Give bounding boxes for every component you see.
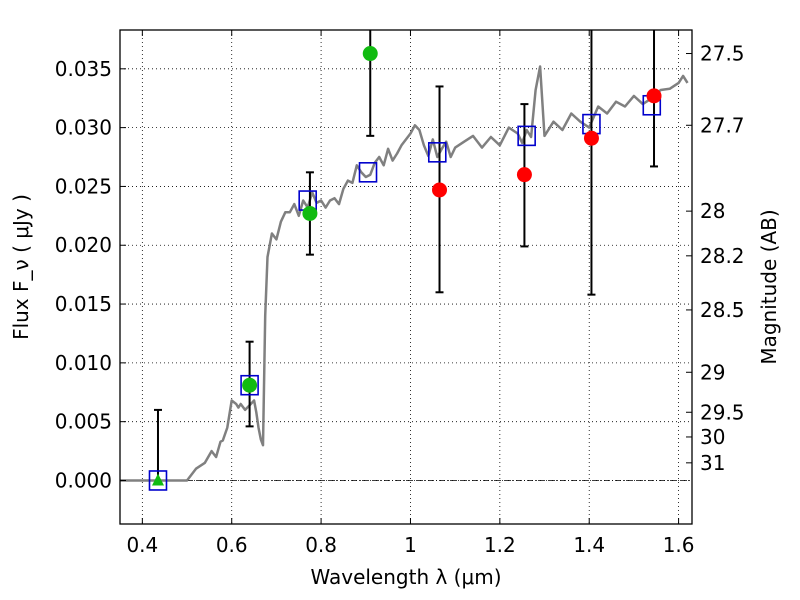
right-tick-label: 30 [700,425,725,449]
right-tick-label: 28.5 [700,298,745,322]
model-box [148,470,168,491]
green-data-point [302,205,318,221]
right-tick-label: 28.2 [700,244,745,268]
y-axis-label: Flux F_ν ( μJy ) [9,194,33,340]
red-data-point [646,88,662,104]
x-axis-label: Wavelength λ (μm) [310,565,501,589]
right-tick-label: 31 [700,451,725,475]
right-tick-label: 27.5 [700,42,745,66]
y-tick-label: 0.010 [55,351,112,375]
red-data-point [516,167,532,183]
grid [120,30,692,524]
right-tick-label: 29 [700,360,725,384]
data-point-triangle [151,473,164,486]
x-tick-label: 1.2 [484,533,516,557]
model-box [240,374,259,396]
right-tick-label: 27.7 [700,113,745,137]
right-y-axis-label: Magnitude (AB) [757,209,781,364]
model-spectrum-line [120,65,689,482]
model-box [517,125,536,147]
model-box [427,142,447,163]
x-tick-label: 1 [404,533,417,557]
right-tick-label: 28 [700,199,725,223]
y-tick-label: 0.020 [55,233,112,257]
green-data-point [242,377,258,393]
right-tick-label: 29.5 [700,400,745,424]
plot-frame [119,29,693,525]
red-data-point [432,182,448,198]
x-tick-label: 1.6 [663,533,695,557]
y-tick-label: 0.025 [55,174,112,198]
x-tick-label: 0.6 [216,533,248,557]
y-tick-label: 0.000 [55,468,112,492]
model-box [358,162,378,183]
y-tick-label: 0.035 [55,57,112,81]
y-tick-label: 0.015 [55,292,112,316]
red-data-point [583,130,599,146]
green-data-point [362,46,378,62]
plot-area [120,30,692,491]
axis-ticks: 0.4 0.6 0.8 1 1.2 1.4 1.6 0.000 0.005 0.010 0.015 0… [55,30,745,557]
x-tick-label: 0.8 [305,533,337,557]
x-tick-label: 0.4 [126,533,158,557]
y-tick-label: 0.005 [55,410,112,434]
y-tick-label: 0.030 [55,116,112,140]
x-tick-label: 1.4 [573,533,605,557]
